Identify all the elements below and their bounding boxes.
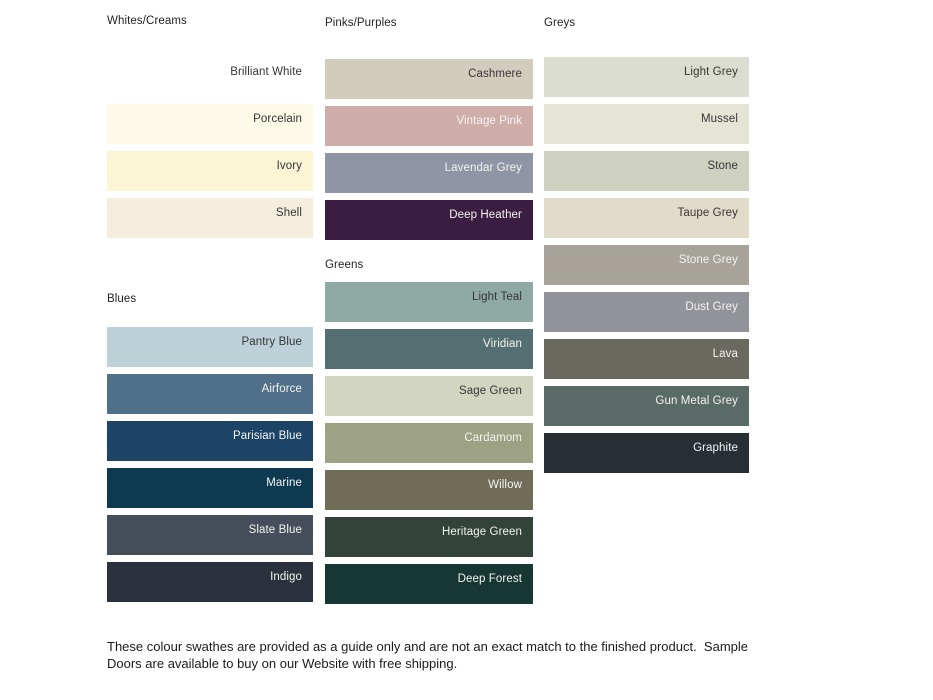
group-title-blues: Blues [107, 293, 137, 305]
swatch-lava: Lava [544, 339, 749, 379]
swatch-heritage-green: Heritage Green [325, 517, 533, 557]
swatch-label: Deep Forest [457, 573, 522, 585]
swatch-label: Willow [488, 479, 522, 491]
group-title-greys: Greys [544, 17, 576, 29]
swatch-label: Indigo [270, 571, 302, 583]
swatch-light-teal: Light Teal [325, 282, 533, 322]
group-greys: Greys Light Grey Mussel Stone Taupe Grey Sto… [544, 16, 749, 473]
swatch-label: Brilliant White [230, 66, 302, 78]
swatch-deep-heather: Deep Heather [325, 200, 533, 240]
swatch-label: Graphite [693, 442, 738, 454]
swatch-mussel: Mussel [544, 104, 749, 144]
swatch-ivory: Ivory [107, 151, 313, 191]
swatch-shell: Shell [107, 198, 313, 238]
swatch-list-pinks-purples: Cashmere Vintage Pink Lavendar Grey Deep He… [325, 59, 533, 240]
swatch-label: Marine [266, 477, 302, 489]
swatch-sage-green: Sage Green [325, 376, 533, 416]
swatch-viridian: Viridian [325, 329, 533, 369]
swatch-label: Shell [275, 207, 302, 219]
swatch-label: Porcelain [253, 113, 302, 125]
swatch-lavendar-grey: Lavendar Grey [325, 153, 533, 193]
swatch-label: Airforce [261, 383, 302, 395]
swatch-marine: Marine [107, 468, 313, 508]
swatch-label: Light Teal [471, 291, 522, 303]
swatch-stone: Stone [544, 151, 749, 191]
swatch-label: Deep Heather [449, 209, 522, 221]
swatch-indigo: Indigo [107, 562, 313, 602]
column-whites-blues: Whites/Creams Brilliant White Porcelain Iv… [107, 0, 313, 609]
swatch-list-blues: Pantry Blue Airforce Parisian Blue Marine Sl… [107, 327, 313, 602]
swatch-slate-blue: Slate Blue [107, 515, 313, 555]
swatch-dust-grey: Dust Grey [544, 292, 749, 332]
swatch-list-whites-creams: Brilliant White Porcelain Ivory Shell [107, 57, 313, 238]
swatch-graphite: Graphite [544, 433, 749, 473]
swatch-label: Ivory [276, 160, 302, 172]
swatch-parisian-blue: Parisian Blue [107, 421, 313, 461]
swatch-stone-grey: Stone Grey [544, 245, 749, 285]
swatch-label: Vintage Pink [456, 115, 522, 127]
swatch-label: Dust Grey [685, 301, 738, 313]
swatch-light-grey: Light Grey [544, 57, 749, 97]
swatch-list-greens: Light Teal Viridian Sage Green Cardamom Will… [325, 282, 533, 604]
group-whites-creams: Whites/Creams Brilliant White Porcelain Iv… [107, 14, 313, 238]
group-title-whites-creams: Whites/Creams [107, 15, 187, 27]
swatch-label: Light Grey [683, 66, 738, 78]
swatch-label: Viridian [483, 338, 522, 350]
group-blues: Blues Pantry Blue Airforce Parisian Blue Ma… [107, 292, 313, 602]
swatch-label: Stone [707, 160, 738, 172]
swatch-label: Pantry Blue [241, 336, 302, 348]
swatch-taupe-grey: Taupe Grey [544, 198, 749, 238]
swatch-cardamom: Cardamom [325, 423, 533, 463]
column-pinks-greens: Pinks/Purples Cashmere Vintage Pink Lavend… [325, 0, 533, 611]
group-pinks-purples: Pinks/Purples Cashmere Vintage Pink Lavend… [325, 16, 533, 240]
swatch-label: Cardamom [464, 432, 522, 444]
swatch-vintage-pink: Vintage Pink [325, 106, 533, 146]
swatch-willow: Willow [325, 470, 533, 510]
swatch-cashmere: Cashmere [325, 59, 533, 99]
swatch-label: Gun Metal Grey [655, 395, 738, 407]
swatch-airforce: Airforce [107, 374, 313, 414]
swatch-label: Lavendar Grey [444, 162, 522, 174]
swatch-label: Slate Blue [248, 524, 302, 536]
group-title-greens: Greens [325, 259, 364, 271]
swatch-label: Mussel [700, 113, 738, 125]
swatch-label: Lava [712, 348, 738, 360]
swatch-list-greys: Light Grey Mussel Stone Taupe Grey Stone Gre… [544, 57, 749, 473]
swatch-gun-metal-grey: Gun Metal Grey [544, 386, 749, 426]
swatch-label: Taupe Grey [677, 207, 738, 219]
column-greys: Greys Light Grey Mussel Stone Taupe Grey Sto… [544, 0, 749, 480]
swatch-deep-forest: Deep Forest [325, 564, 533, 604]
swatch-label: Heritage Green [441, 526, 522, 538]
group-title-pinks-purples: Pinks/Purples [325, 17, 397, 29]
swatch-label: Parisian Blue [232, 430, 302, 442]
swatch-label: Sage Green [458, 385, 522, 397]
swatch-porcelain: Porcelain [107, 104, 313, 144]
swatch-label: Cashmere [468, 68, 522, 80]
disclaimer-text: These colour swathes are provided as a g… [107, 639, 748, 671]
swatch-label: Stone Grey [678, 254, 738, 266]
swatch-brilliant-white: Brilliant White [107, 57, 313, 97]
group-greens: Greens Light Teal Viridian Sage Green Carda… [325, 258, 533, 604]
swatch-pantry-blue: Pantry Blue [107, 327, 313, 367]
